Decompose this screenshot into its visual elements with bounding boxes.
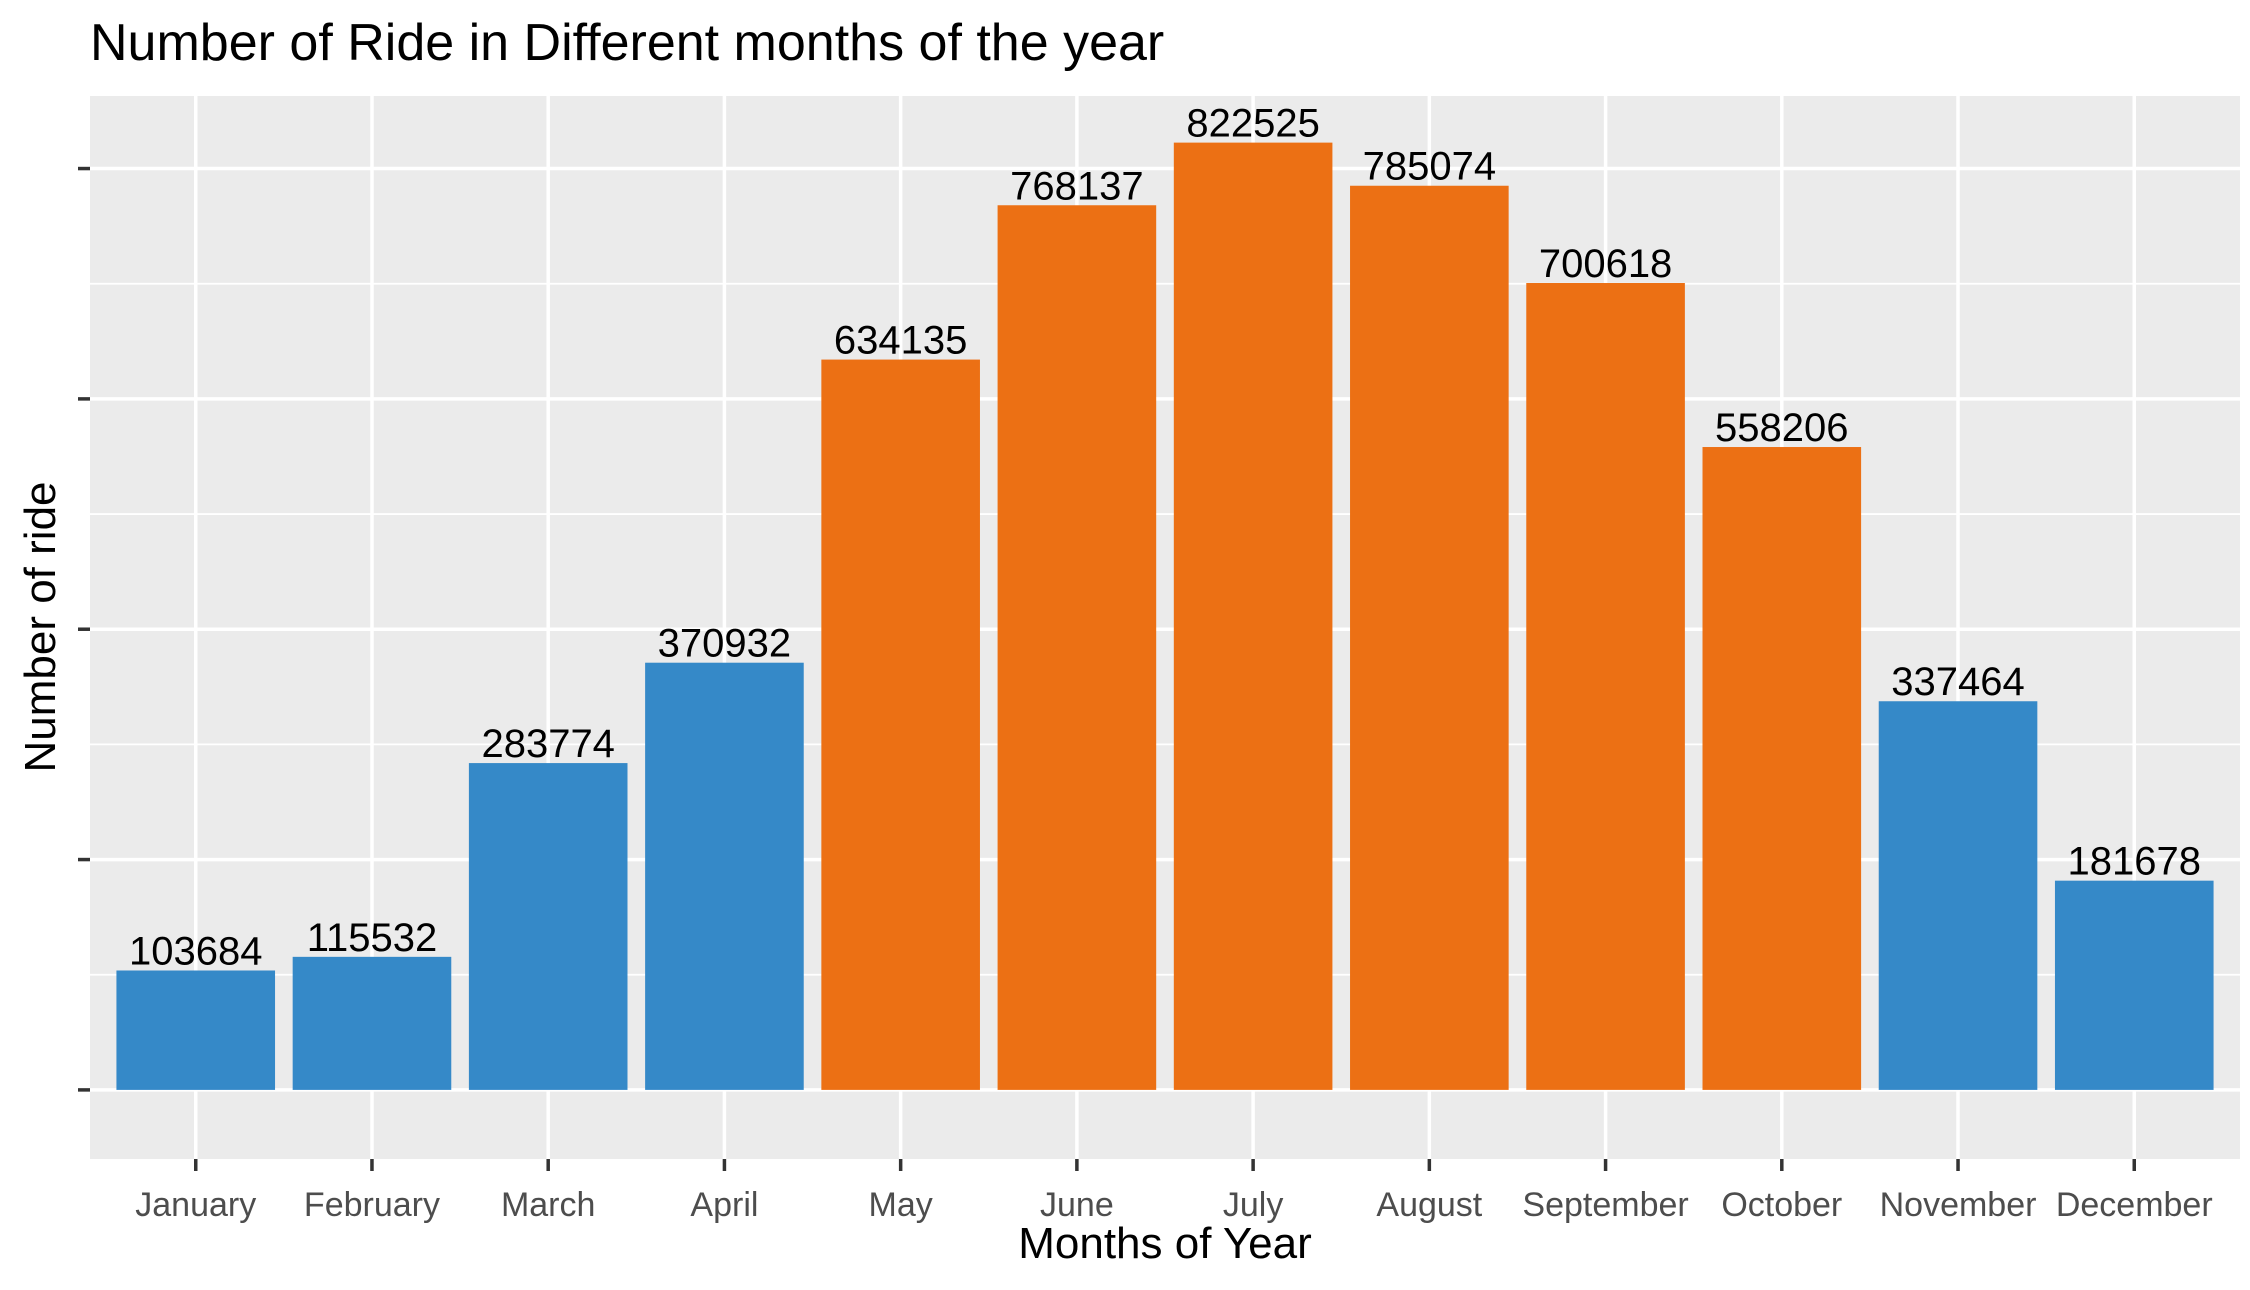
- data-label-may: 634135: [834, 319, 967, 363]
- data-label-july: 822525: [1186, 102, 1319, 146]
- data-label-september: 700618: [1539, 242, 1672, 286]
- bar-july: [1173, 142, 1333, 1090]
- bar-april: [645, 662, 804, 1090]
- bar-january: [116, 970, 276, 1090]
- data-labels: 103684 115532 283774 370932 634135 768137 8225…: [129, 102, 2201, 974]
- data-label-march: 283774: [481, 722, 614, 766]
- data-label-november: 337464: [1891, 660, 2024, 704]
- bar-october: [1702, 447, 1862, 1090]
- bars: [116, 142, 2214, 1090]
- data-label-august: 785074: [1363, 145, 1496, 189]
- x-axis-title: Months of Year: [1018, 1219, 1312, 1268]
- x-tick-label-march: March: [501, 1186, 595, 1224]
- bar-december: [2054, 880, 2214, 1090]
- bar-november: [1878, 701, 2038, 1090]
- y-axis-title: Number of ride: [16, 481, 65, 772]
- x-tick-label-august: August: [1376, 1186, 1482, 1224]
- bar-september: [1526, 283, 1685, 1090]
- x-tick-label-may: May: [869, 1186, 933, 1224]
- bar-february: [292, 956, 452, 1090]
- x-tick-label-april: April: [690, 1186, 758, 1224]
- bar-may: [821, 359, 980, 1090]
- x-tick-label-november: November: [1880, 1186, 2037, 1224]
- data-label-october: 558206: [1715, 406, 1848, 450]
- x-tick-label-july: July: [1223, 1186, 1283, 1224]
- x-tick-label-june: June: [1040, 1186, 1114, 1224]
- axis-ticks: [78, 166, 2137, 1171]
- data-label-february: 115532: [307, 916, 438, 960]
- x-tick-labels: January February March April May June July Augu…: [135, 1186, 2212, 1224]
- x-tick-label-january: January: [135, 1186, 256, 1224]
- data-label-january: 103684: [129, 929, 262, 973]
- data-label-april: 370932: [658, 622, 791, 666]
- x-tick-label-september: September: [1522, 1186, 1688, 1224]
- data-label-december: 181678: [2068, 840, 2201, 884]
- chart-title: Number of Ride in Different months of th…: [90, 14, 1164, 72]
- x-tick-label-october: October: [1721, 1186, 1842, 1224]
- x-tick-label-december: December: [2056, 1186, 2213, 1224]
- bar-august: [1350, 185, 1509, 1090]
- bar-march: [468, 763, 628, 1090]
- x-tick-label-february: February: [304, 1186, 440, 1224]
- bar-june: [997, 205, 1157, 1090]
- data-label-june: 768137: [1010, 164, 1143, 208]
